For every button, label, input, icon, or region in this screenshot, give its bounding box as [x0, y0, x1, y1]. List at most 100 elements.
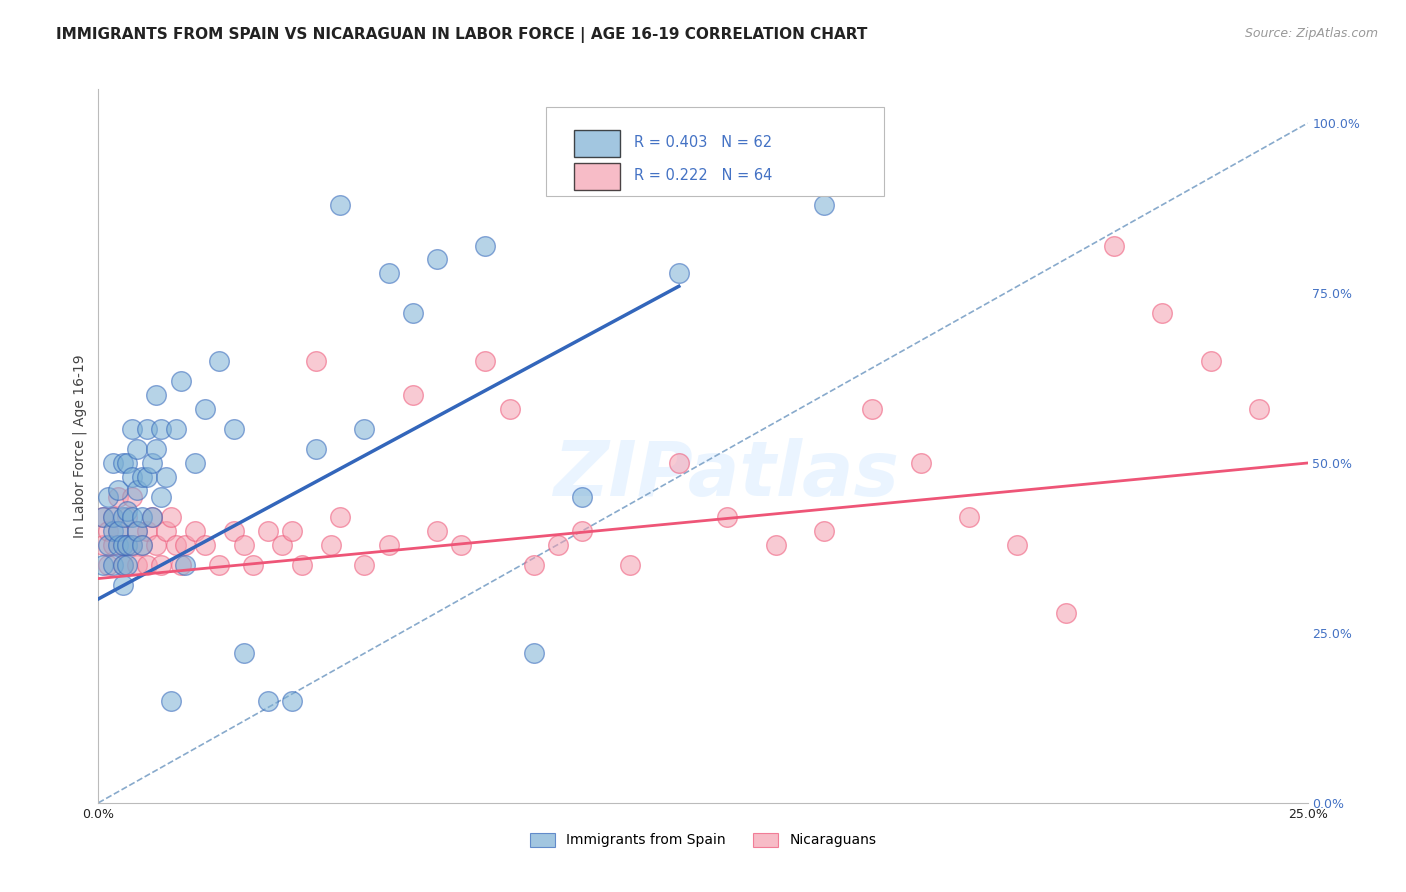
Point — [150, 558, 173, 572]
Point — [353, 558, 375, 572]
Point — [101, 558, 124, 572]
Text: ZIPatlas: ZIPatlas — [554, 438, 900, 511]
Point — [127, 558, 149, 572]
Point — [232, 646, 254, 660]
Point — [377, 537, 399, 551]
Point — [117, 510, 139, 524]
Point — [107, 537, 129, 551]
Point — [101, 524, 124, 538]
Point — [1152, 306, 1174, 320]
Point — [127, 442, 149, 457]
Point — [107, 524, 129, 538]
Point — [281, 524, 304, 538]
Point — [305, 442, 328, 457]
Point — [101, 537, 124, 551]
Point — [957, 510, 980, 524]
Point — [97, 558, 120, 572]
Point — [145, 388, 167, 402]
Text: Source: ZipAtlas.com: Source: ZipAtlas.com — [1244, 27, 1378, 40]
FancyBboxPatch shape — [546, 107, 884, 196]
Point — [1054, 606, 1077, 620]
Point — [353, 422, 375, 436]
Point — [450, 537, 472, 551]
Point — [107, 490, 129, 504]
Point — [1102, 238, 1125, 252]
Point — [474, 238, 496, 252]
Point — [571, 524, 593, 538]
Point — [813, 198, 835, 212]
Point — [619, 136, 641, 151]
Point — [145, 537, 167, 551]
Point — [91, 510, 114, 524]
Point — [194, 401, 217, 416]
Point — [111, 558, 134, 572]
Point — [97, 524, 120, 538]
Point — [111, 510, 134, 524]
Point — [208, 558, 231, 572]
Legend: Immigrants from Spain, Nicaraguans: Immigrants from Spain, Nicaraguans — [524, 827, 882, 853]
Point — [121, 469, 143, 483]
Point — [547, 537, 569, 551]
Point — [131, 537, 153, 551]
Point — [165, 537, 187, 551]
Point — [135, 422, 157, 436]
Point — [184, 524, 207, 538]
Point — [101, 510, 124, 524]
Y-axis label: In Labor Force | Age 16-19: In Labor Force | Age 16-19 — [73, 354, 87, 538]
Point — [117, 558, 139, 572]
Point — [523, 558, 546, 572]
Point — [135, 469, 157, 483]
Point — [716, 510, 738, 524]
Point — [860, 401, 883, 416]
Point — [111, 537, 134, 551]
Text: IMMIGRANTS FROM SPAIN VS NICARAGUAN IN LABOR FORCE | AGE 16-19 CORRELATION CHART: IMMIGRANTS FROM SPAIN VS NICARAGUAN IN L… — [56, 27, 868, 43]
Point — [101, 510, 124, 524]
Point — [222, 422, 245, 436]
Point — [135, 524, 157, 538]
Point — [121, 537, 143, 551]
Point — [668, 456, 690, 470]
Point — [127, 524, 149, 538]
Text: R = 0.222   N = 64: R = 0.222 N = 64 — [634, 168, 772, 183]
Point — [619, 558, 641, 572]
Point — [242, 558, 264, 572]
Point — [1199, 354, 1222, 368]
Point — [91, 537, 114, 551]
Point — [145, 442, 167, 457]
Point — [111, 578, 134, 592]
Point — [131, 469, 153, 483]
Point — [1007, 537, 1029, 551]
Point — [97, 537, 120, 551]
Point — [765, 537, 787, 551]
Point — [160, 510, 183, 524]
Point — [107, 483, 129, 498]
Point — [111, 558, 134, 572]
Point — [910, 456, 932, 470]
Point — [121, 422, 143, 436]
Point — [121, 537, 143, 551]
Point — [127, 524, 149, 538]
Point — [319, 537, 342, 551]
Point — [426, 524, 449, 538]
Point — [117, 503, 139, 517]
Point — [141, 510, 163, 524]
Point — [117, 537, 139, 551]
Point — [121, 510, 143, 524]
Point — [402, 306, 425, 320]
Point — [111, 456, 134, 470]
Point — [155, 524, 177, 538]
Point — [281, 694, 304, 708]
Point — [402, 388, 425, 402]
Point — [165, 422, 187, 436]
Point — [131, 510, 153, 524]
Point — [141, 456, 163, 470]
Point — [97, 490, 120, 504]
Point — [160, 694, 183, 708]
Point — [184, 456, 207, 470]
Point — [117, 456, 139, 470]
Point — [194, 537, 217, 551]
Point — [150, 490, 173, 504]
Text: R = 0.403   N = 62: R = 0.403 N = 62 — [634, 136, 772, 150]
Point — [290, 558, 312, 572]
Point — [111, 537, 134, 551]
